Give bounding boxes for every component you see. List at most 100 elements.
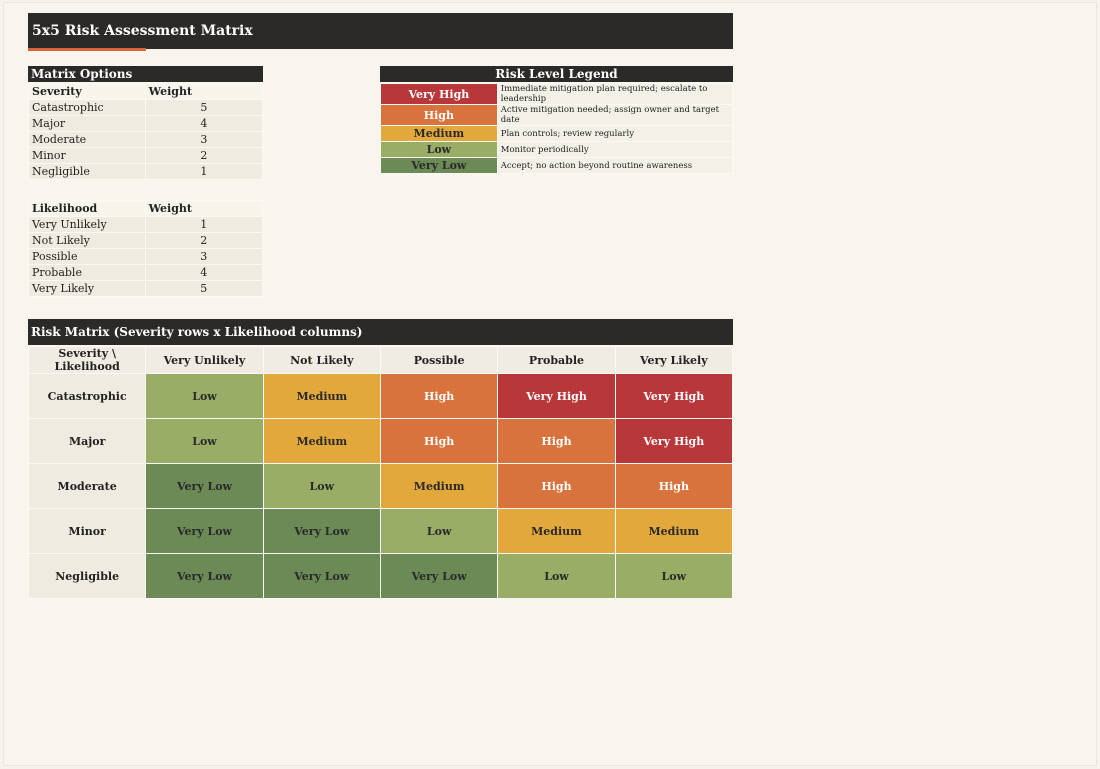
risk-cell[interactable]: Low: [497, 553, 616, 599]
matrix-row: Catastrophic Low Medium High Very High V…: [27, 373, 734, 419]
table-row: Minor 2: [28, 147, 264, 164]
legend-description[interactable]: Immediate mitigation plan required; esca…: [496, 83, 734, 105]
table-row: Very Likely 5: [28, 280, 264, 297]
table-row: Likelihood Weight: [28, 200, 264, 217]
severity-row-header: Negligible: [27, 553, 147, 599]
likelihood-name[interactable]: Possible: [28, 248, 146, 265]
risk-cell[interactable]: Very High: [497, 373, 616, 419]
likelihood-weight[interactable]: 1: [144, 216, 264, 233]
risk-matrix-title: Risk Matrix (Severity rows x Likelihood …: [28, 319, 733, 345]
matrix-corner-header: Severity \ Likelihood: [27, 346, 147, 374]
table-row: Severity Weight: [28, 83, 264, 100]
likelihood-column-header: Possible: [379, 346, 499, 374]
risk-cell[interactable]: Medium: [497, 508, 616, 554]
legend-row: High Active mitigation needed; assign ow…: [380, 104, 734, 126]
matrix-row: Minor Very Low Very Low Low Medium Mediu…: [27, 508, 734, 554]
risk-matrix-table: Severity \ Likelihood Very Unlikely Not …: [27, 346, 734, 599]
risk-cell[interactable]: Medium: [262, 418, 381, 464]
page-title: 5x5 Risk Assessment Matrix: [28, 13, 733, 49]
severity-weight-table: Severity Weight Catastrophic 5 Major 4 M…: [28, 83, 264, 180]
risk-cell[interactable]: Very Low: [262, 553, 381, 599]
risk-legend-header: Risk Level Legend: [380, 66, 733, 82]
severity-name[interactable]: Moderate: [28, 131, 146, 148]
severity-weight[interactable]: 5: [144, 99, 264, 116]
risk-cell[interactable]: High: [497, 463, 616, 509]
likelihood-weight-table: Likelihood Weight Very Unlikely 1 Not Li…: [28, 200, 264, 297]
severity-weight[interactable]: 1: [144, 163, 264, 180]
likelihood-weight[interactable]: 3: [144, 248, 264, 265]
severity-weight[interactable]: 4: [144, 115, 264, 132]
risk-cell[interactable]: Low: [614, 553, 734, 599]
legend-row: Medium Plan controls; review regularly: [380, 125, 734, 142]
table-row: Possible 3: [28, 248, 264, 265]
risk-cell[interactable]: Very High: [614, 373, 734, 419]
severity-weight[interactable]: 3: [144, 131, 264, 148]
risk-cell[interactable]: Very Low: [262, 508, 381, 554]
likelihood-column-header: Not Likely: [262, 346, 381, 374]
likelihood-name[interactable]: Very Unlikely: [28, 216, 146, 233]
legend-level-swatch[interactable]: Very High: [380, 83, 498, 105]
risk-cell[interactable]: Low: [379, 508, 499, 554]
legend-level-swatch[interactable]: Medium: [380, 125, 498, 142]
table-row: Moderate 3: [28, 131, 264, 148]
table-row: Not Likely 2: [28, 232, 264, 249]
legend-row: Low Monitor periodically: [380, 141, 734, 158]
weight-col-header: Weight: [144, 200, 264, 217]
matrix-row: Major Low Medium High High Very High: [27, 418, 734, 464]
risk-cell[interactable]: Very Low: [145, 553, 264, 599]
likelihood-name[interactable]: Not Likely: [28, 232, 146, 249]
risk-cell[interactable]: Very Low: [145, 463, 264, 509]
severity-name[interactable]: Negligible: [28, 163, 146, 180]
legend-description[interactable]: Accept; no action beyond routine awarene…: [496, 157, 734, 174]
matrix-row: Negligible Very Low Very Low Very Low Lo…: [27, 553, 734, 599]
table-row: Probable 4: [28, 264, 264, 281]
legend-level-swatch[interactable]: Very Low: [380, 157, 498, 174]
severity-row-header: Minor: [27, 508, 147, 554]
legend-description[interactable]: Monitor periodically: [496, 141, 734, 158]
risk-cell[interactable]: Low: [145, 373, 264, 419]
likelihood-weight[interactable]: 2: [144, 232, 264, 249]
severity-col-header: Severity: [28, 83, 146, 100]
matrix-row: Moderate Very Low Low Medium High High: [27, 463, 734, 509]
legend-level-swatch[interactable]: High: [380, 104, 498, 126]
likelihood-name[interactable]: Probable: [28, 264, 146, 281]
legend-row: Very Low Accept; no action beyond routin…: [380, 157, 734, 174]
risk-cell[interactable]: Very Low: [379, 553, 499, 599]
likelihood-name[interactable]: Very Likely: [28, 280, 146, 297]
table-row: Major 4: [28, 115, 264, 132]
likelihood-column-header: Very Likely: [614, 346, 734, 374]
legend-row: Very High Immediate mitigation plan requ…: [380, 83, 734, 105]
risk-cell[interactable]: Very High: [614, 418, 734, 464]
table-row: Negligible 1: [28, 163, 264, 180]
risk-cell[interactable]: High: [379, 373, 499, 419]
table-row: Catastrophic 5: [28, 99, 264, 116]
severity-row-header: Catastrophic: [27, 373, 147, 419]
title-accent-bar: [28, 48, 146, 51]
likelihood-weight[interactable]: 5: [144, 280, 264, 297]
risk-cell[interactable]: Very Low: [145, 508, 264, 554]
risk-cell[interactable]: Medium: [614, 508, 734, 554]
risk-cell[interactable]: Low: [262, 463, 381, 509]
likelihood-weight[interactable]: 4: [144, 264, 264, 281]
likelihood-col-header: Likelihood: [28, 200, 146, 217]
risk-cell[interactable]: Medium: [262, 373, 381, 419]
risk-cell[interactable]: Medium: [379, 463, 499, 509]
legend-description[interactable]: Plan controls; review regularly: [496, 125, 734, 142]
severity-name[interactable]: Catastrophic: [28, 99, 146, 116]
matrix-header-row: Severity \ Likelihood Very Unlikely Not …: [27, 346, 734, 374]
severity-weight[interactable]: 2: [144, 147, 264, 164]
risk-cell[interactable]: Low: [145, 418, 264, 464]
likelihood-column-header: Probable: [497, 346, 616, 374]
table-row: Very Unlikely 1: [28, 216, 264, 233]
weight-col-header: Weight: [144, 83, 264, 100]
severity-name[interactable]: Minor: [28, 147, 146, 164]
risk-cell[interactable]: High: [497, 418, 616, 464]
risk-cell[interactable]: High: [379, 418, 499, 464]
likelihood-column-header: Very Unlikely: [145, 346, 264, 374]
severity-name[interactable]: Major: [28, 115, 146, 132]
risk-cell[interactable]: High: [614, 463, 734, 509]
severity-row-header: Moderate: [27, 463, 147, 509]
legend-level-swatch[interactable]: Low: [380, 141, 498, 158]
legend-description[interactable]: Active mitigation needed; assign owner a…: [496, 104, 734, 126]
matrix-options-header: Matrix Options: [28, 66, 263, 82]
